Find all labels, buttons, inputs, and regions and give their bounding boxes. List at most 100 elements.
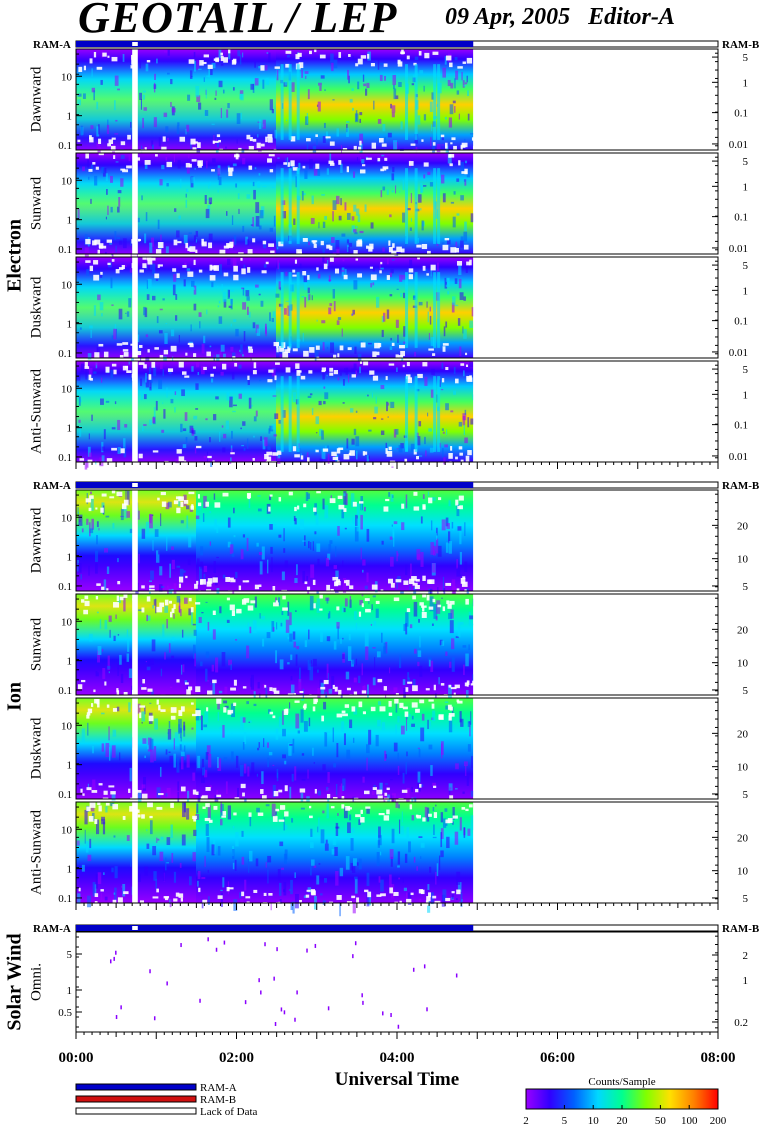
panel-label: Dawnward <box>28 507 44 573</box>
data-point <box>306 948 308 953</box>
legend-label: RAM-B <box>200 1094 236 1106</box>
panel-label: Omni. <box>28 963 44 1001</box>
y-tick-label-right: 0.01 <box>729 243 748 255</box>
data-point <box>264 942 266 947</box>
ram-gap-mark <box>132 483 138 487</box>
spectrogram-early-fill <box>76 153 276 254</box>
data-point <box>115 950 117 955</box>
panel-label: Anti-Sunward <box>28 369 44 454</box>
ram-b-label: RAM-B <box>722 480 760 492</box>
data-point <box>397 1024 400 1029</box>
data-point <box>314 943 317 948</box>
ram-a-label: RAM-A <box>33 480 71 492</box>
ram-a-bar <box>76 925 474 931</box>
data-point <box>274 1022 277 1027</box>
panel-label: Anti-Sunward <box>28 810 44 895</box>
y-tick-label-right: 5 <box>743 893 749 905</box>
y-tick-label-left: 10 <box>61 824 73 836</box>
data-gap <box>132 698 138 799</box>
data-point <box>199 998 201 1003</box>
data-point <box>382 1011 384 1016</box>
y-tick-label-right: 20 <box>737 728 749 740</box>
y-tick-label-right: 20 <box>737 832 749 844</box>
colorbar-tick-label: 50 <box>655 1115 667 1127</box>
y-tick-label-right: 20 <box>737 520 749 532</box>
y-tick-label-right: 1 <box>743 181 749 193</box>
panel-label: Dawnward <box>28 66 44 132</box>
data-point <box>423 964 426 969</box>
data-point <box>109 959 112 964</box>
panel-frame <box>75 48 719 151</box>
data-point <box>115 1015 118 1020</box>
y-tick-label-left: 0.1 <box>58 348 72 360</box>
data-point <box>153 1016 156 1021</box>
y-tick-label-right: 5 <box>743 52 749 64</box>
group-electron: RAM-A RAM-B Electron Dawnward 10 1 0.1 5 1 0.1 0.0… <box>4 39 760 470</box>
data-point <box>361 993 363 998</box>
y-tick-label-left: 1 <box>67 552 73 564</box>
y-tick-label-right: 1 <box>743 77 749 89</box>
panel-duskward: Duskward 10 1 0.1 20 10 5 <box>28 697 749 812</box>
y-tick-label-right: 1 <box>743 389 749 401</box>
data-point <box>113 956 115 961</box>
ram-a-bar <box>76 41 474 47</box>
colorbar-tick-label: 100 <box>681 1115 698 1127</box>
colorbar-tick-label: 5 <box>562 1115 568 1127</box>
legend-label: Lack of Data <box>200 1106 258 1118</box>
y-tick-label-left: 5 <box>67 949 73 961</box>
y-tick-label-right: 5 <box>743 260 749 272</box>
y-tick-label-left: 10 <box>61 383 73 395</box>
y-tick-label-left: 10 <box>61 175 73 187</box>
y-tick-label-right: 2 <box>743 950 749 962</box>
colorbar-tick-label: 20 <box>617 1115 629 1127</box>
y-tick-label-left: 10 <box>61 720 73 732</box>
ram-a-label: RAM-A <box>33 39 71 51</box>
y-tick-label-left: 1 <box>67 215 73 227</box>
y-tick-label-left: 1 <box>67 656 73 668</box>
y-tick-label-left: 1 <box>67 985 73 997</box>
y-tick-label-right: 0.1 <box>734 316 748 328</box>
data-point <box>455 973 458 978</box>
data-point <box>362 1000 364 1005</box>
y-tick-label-left: 10 <box>61 512 73 524</box>
y-tick-label-right: 10 <box>737 554 749 566</box>
data-gap <box>132 257 138 358</box>
panel-anti-sunward: Anti-Sunward 10 1 0.1 20 10 5 <box>28 801 749 917</box>
colorbar-tick-label: 200 <box>710 1115 727 1127</box>
colorbar-tick-label: 2 <box>523 1115 529 1127</box>
data-point <box>244 1000 247 1005</box>
x-tick-label: 06:00 <box>540 1050 575 1066</box>
panel-sunward: Sunward 10 1 0.1 20 10 5 <box>28 593 749 706</box>
data-point <box>120 1005 122 1010</box>
x-tick-label: 00:00 <box>59 1050 94 1066</box>
y-tick-label-left: 0.1 <box>58 140 72 152</box>
panel-frame <box>75 593 719 696</box>
panel-anti-sunward: Anti-Sunward 10 1 0.1 5 1 0.1 0.01 <box>28 360 749 470</box>
y-tick-label-right: 1 <box>743 975 749 987</box>
data-point <box>426 1007 428 1012</box>
group-ion: RAM-A RAM-B Ion Dawnward 10 1 0.1 20 10 5 Sunward 1… <box>4 480 760 917</box>
y-tick-label-right: 5 <box>743 156 749 168</box>
y-tick-label-right: 5 <box>743 364 749 376</box>
x-tick-label: 02:00 <box>219 1050 254 1066</box>
page-title: GEOTAIL / LEP <box>78 0 398 42</box>
panel-frame <box>75 256 719 359</box>
panel-label: Duskward <box>28 717 44 779</box>
ram-gap-mark <box>132 42 138 46</box>
y-tick-label-left: 0.1 <box>58 244 72 256</box>
panel-label: Sunward <box>28 176 44 230</box>
data-point <box>223 940 226 945</box>
y-tick-label-left: 0.1 <box>58 893 72 905</box>
legend-label: RAM-A <box>200 1082 237 1094</box>
spectrogram-early-fill <box>76 361 276 462</box>
y-tick-label-left: 1 <box>67 760 73 772</box>
panel-omni-: Omni. 5 1 0.5 2 1 0.2 <box>28 931 749 1033</box>
panel-frame <box>75 931 719 1033</box>
group-label: Solar Wind <box>4 933 26 1030</box>
panel-duskward: Duskward 10 1 0.1 5 1 0.1 0.01 <box>28 256 749 368</box>
data-point <box>352 954 354 959</box>
legend-swatch <box>75 1083 197 1091</box>
group-solar-wind: RAM-A RAM-B Solar Wind Omni. 5 1 0.5 2 1 0.2 <box>4 923 760 1039</box>
legend-swatch <box>75 1107 197 1115</box>
